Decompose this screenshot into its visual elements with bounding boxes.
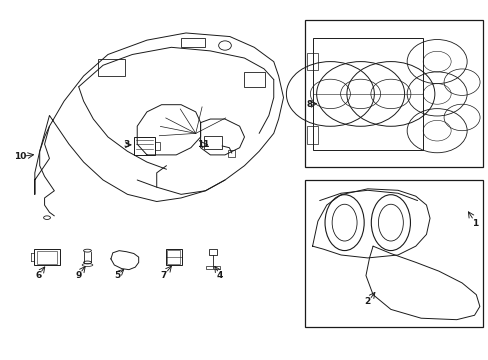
Bar [227, 150, 235, 157]
Bar [98, 59, 125, 76]
Bar [34, 249, 60, 265]
Bar [134, 137, 155, 154]
Bar [167, 250, 180, 264]
Text: 9: 9 [75, 270, 81, 279]
Bar [305, 21, 483, 167]
Text: 2: 2 [364, 297, 370, 306]
Text: 7: 7 [161, 270, 167, 279]
Bar [181, 39, 205, 47]
Bar [165, 249, 182, 265]
Bar [208, 249, 216, 255]
Text: 10: 10 [14, 152, 26, 161]
Text: 4: 4 [217, 270, 223, 279]
Bar [306, 126, 317, 144]
Bar [203, 136, 222, 149]
Text: 3: 3 [123, 140, 129, 149]
Bar [155, 141, 159, 150]
Bar [305, 180, 483, 327]
Text: 8: 8 [305, 100, 312, 109]
Text: 1: 1 [471, 219, 478, 228]
Bar [306, 53, 317, 71]
Text: 11: 11 [196, 140, 209, 149]
Text: 5: 5 [114, 270, 121, 279]
Bar [37, 251, 57, 264]
Bar [205, 266, 219, 269]
Bar [244, 72, 264, 87]
Text: 6: 6 [36, 270, 42, 279]
Bar [312, 38, 422, 150]
